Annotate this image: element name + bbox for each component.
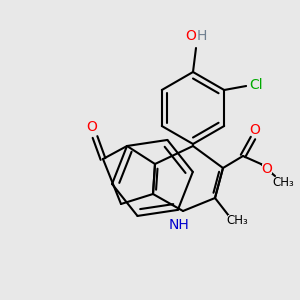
- Text: O: O: [186, 29, 196, 43]
- Text: NH: NH: [169, 218, 189, 232]
- FancyBboxPatch shape: [185, 31, 207, 43]
- FancyBboxPatch shape: [274, 176, 292, 188]
- Text: Cl: Cl: [249, 78, 263, 92]
- FancyBboxPatch shape: [169, 219, 189, 231]
- Text: O: O: [87, 120, 98, 134]
- Text: CH₃: CH₃: [272, 176, 294, 188]
- FancyBboxPatch shape: [228, 214, 246, 226]
- FancyBboxPatch shape: [250, 125, 260, 135]
- Text: CH₃: CH₃: [226, 214, 248, 226]
- FancyBboxPatch shape: [262, 164, 272, 174]
- FancyBboxPatch shape: [87, 122, 97, 132]
- Text: H: H: [197, 29, 207, 43]
- Text: O: O: [262, 162, 272, 176]
- Text: O: O: [250, 123, 260, 137]
- FancyBboxPatch shape: [247, 80, 265, 91]
